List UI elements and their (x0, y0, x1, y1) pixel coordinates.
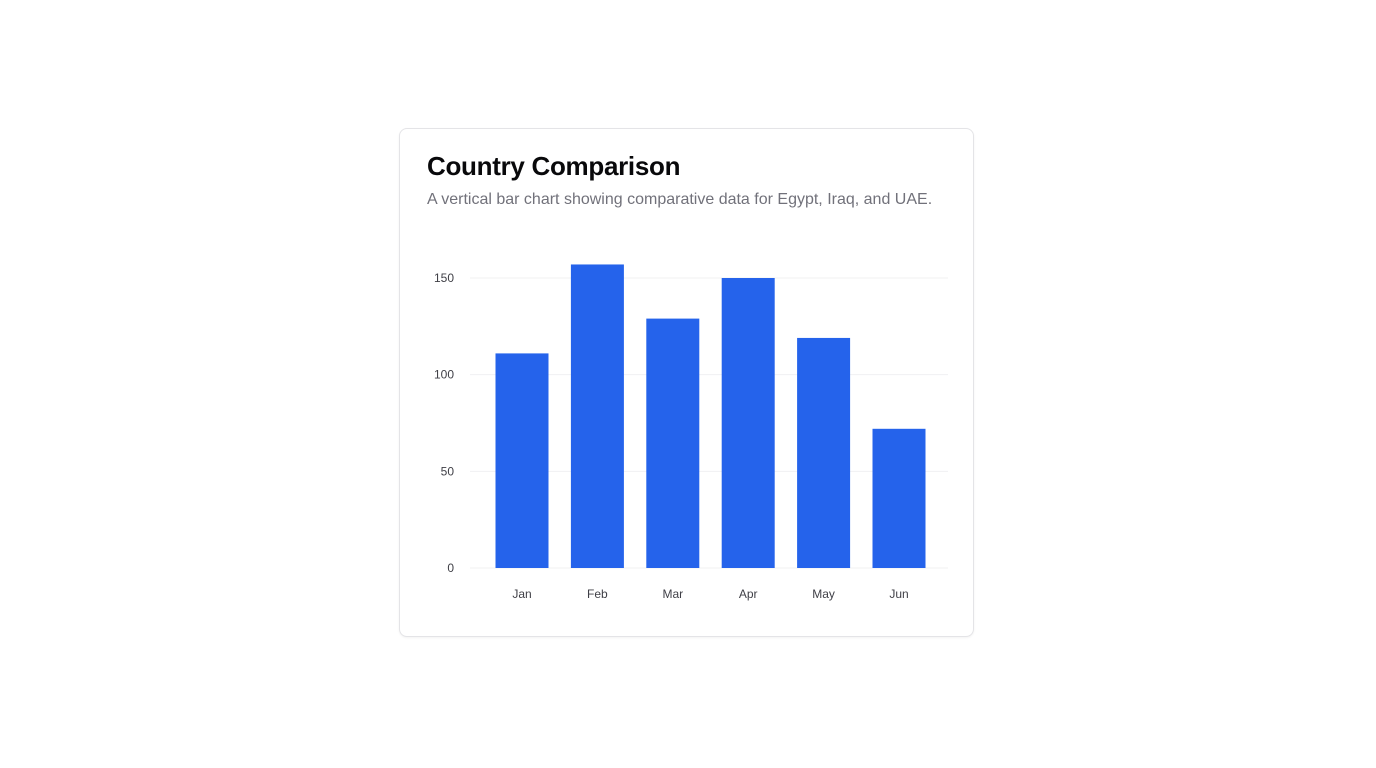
y-axis: 0 50 100 150 (434, 271, 454, 575)
x-tick-label: Mar (662, 587, 683, 601)
y-tick-label: 0 (447, 561, 454, 575)
y-tick-label: 150 (434, 271, 454, 285)
grid-lines (470, 277, 948, 569)
bar-may[interactable] (797, 337, 851, 568)
bar-apr[interactable] (721, 278, 775, 568)
bar-jan[interactable] (495, 353, 549, 568)
x-tick-label: Jun (889, 587, 908, 601)
x-tick-label: Feb (587, 587, 608, 601)
y-tick-label: 100 (434, 368, 454, 382)
bars (495, 264, 926, 568)
y-tick-label: 50 (441, 464, 455, 478)
bar-mar[interactable] (646, 318, 700, 568)
x-axis: Jan Feb Mar Apr May Jun (512, 587, 908, 601)
chart-title: Country Comparison (427, 151, 681, 181)
x-tick-label: Jan (512, 587, 531, 601)
x-tick-label: May (812, 587, 835, 601)
bar-feb[interactable] (570, 264, 624, 568)
chart-card: Country Comparison A vertical bar chart … (399, 128, 974, 637)
bar-chart: 0 50 100 150 Jan Feb Mar Apr May Jun (434, 264, 948, 601)
chart-subtitle: A vertical bar chart showing comparative… (427, 191, 933, 208)
x-tick-label: Apr (739, 587, 758, 601)
bar-jun[interactable] (872, 428, 926, 568)
